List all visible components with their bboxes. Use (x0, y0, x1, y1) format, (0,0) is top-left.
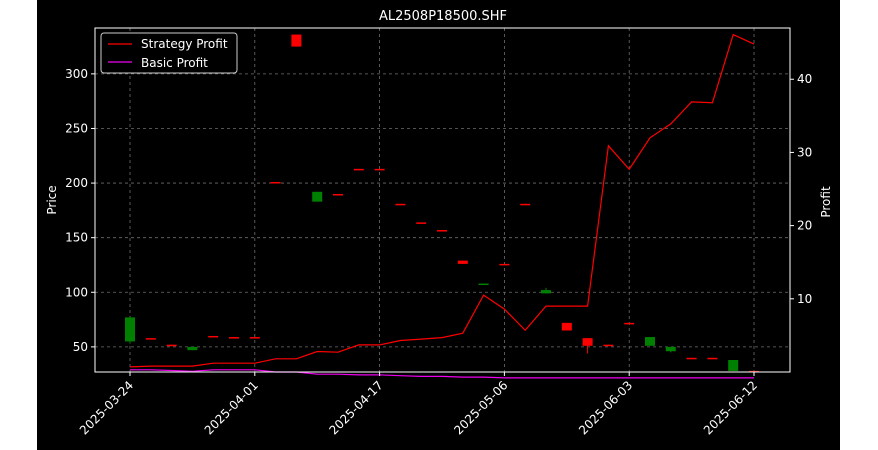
candle-body (312, 191, 323, 202)
candle-body (333, 193, 343, 196)
candle-body (249, 337, 260, 339)
figure-background (37, 0, 840, 450)
candle-body (374, 168, 385, 171)
candle-body (291, 34, 302, 47)
candle-body (499, 263, 510, 266)
left-y-tick-label: 150 (65, 231, 88, 245)
candle-body (125, 317, 135, 342)
candle-body (582, 338, 593, 346)
grid-lines (95, 28, 790, 372)
candle-body (541, 290, 551, 294)
candle-body (270, 181, 281, 184)
left-y-tick-label: 100 (65, 285, 88, 299)
candle-body (478, 283, 489, 286)
candle-body (707, 357, 718, 360)
candle-body (665, 346, 676, 352)
right-y-axis-label: Profit (819, 186, 833, 218)
candles (125, 34, 759, 373)
legend-label-strategy: Strategy Profit (141, 37, 228, 51)
candle-body (728, 359, 739, 371)
candle-body (520, 203, 531, 206)
x-axis: 2025-03-24 2025-04-01 2025-04-17 2025-05-06… (77, 372, 760, 437)
right-y-axis: 10 20 30 40 (790, 72, 812, 306)
candle-body (166, 344, 177, 347)
x-tick-label: 2025-05-06 (451, 378, 510, 437)
plot-area-frame (94, 27, 791, 373)
right-y-tick-label: 30 (797, 145, 812, 159)
legend-label-basic: Basic Profit (141, 56, 208, 70)
legend-box (100, 32, 238, 74)
candle-body (645, 337, 655, 346)
x-tick-label: 2025-06-12 (701, 378, 760, 437)
candle-body (208, 335, 219, 338)
left-y-tick-label: 250 (65, 121, 88, 135)
candle-body (187, 346, 198, 351)
candle-body (416, 222, 427, 224)
candle-body (603, 344, 614, 347)
profit-lines (129, 33, 755, 379)
x-tick-label: 2025-06-03 (576, 378, 635, 437)
left-y-tick-label: 50 (73, 340, 88, 354)
chart-title: AL2508P18500.SHF (379, 9, 507, 24)
left-y-tick-label: 200 (65, 176, 88, 190)
candle-body (437, 230, 447, 232)
strategy-profit-line (129, 33, 755, 368)
left-y-tick-label: 300 (65, 67, 88, 81)
candle-body (457, 260, 468, 264)
x-tick-label: 2025-04-01 (202, 378, 261, 437)
candle-body (686, 357, 697, 360)
x-tick-label: 2025-04-17 (327, 378, 386, 437)
candle-body (624, 322, 635, 325)
candle-body (353, 168, 364, 171)
left-y-axis-label: Price (45, 185, 59, 214)
candle-body (561, 322, 572, 331)
candle-body (145, 338, 156, 340)
legend: Strategy Profit Basic Profit (100, 32, 238, 74)
left-y-axis: 50 100 150 200 250 300 (65, 67, 95, 354)
right-y-tick-label: 10 (797, 292, 812, 306)
right-y-tick-label: 20 (797, 219, 812, 233)
basic-profit-line (130, 369, 754, 379)
right-y-tick-label: 40 (797, 72, 812, 86)
x-tick-label: 2025-03-24 (77, 378, 136, 437)
candle-body (395, 203, 406, 206)
candle-body (229, 337, 239, 339)
